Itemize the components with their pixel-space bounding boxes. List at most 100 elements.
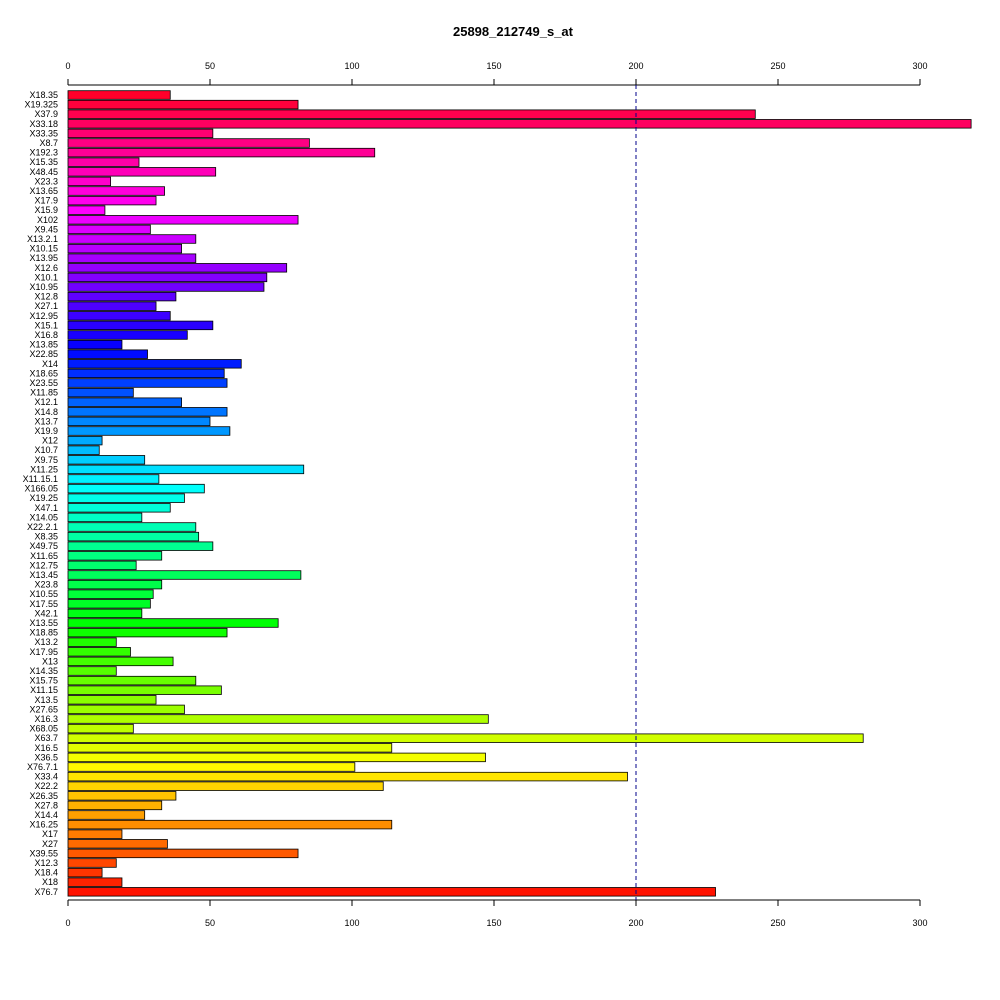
category-label: X11.15.1 [23,474,58,484]
bar-x17 [67,829,123,839]
bars-group [67,90,972,897]
category-label: X12.75 [29,560,58,570]
bar-x33-4 [67,771,628,782]
bar-x14-4 [67,810,146,820]
bar-x15-9 [67,205,106,215]
bar-x27-65 [67,704,185,715]
category-label: X22.2.1 [27,522,58,532]
category-label: X10.15 [29,244,58,254]
category-label: X10.1 [34,272,58,282]
category-label: X9.45 [34,224,58,234]
category-label: X26.35 [29,791,58,801]
bar-x19-25 [67,493,185,503]
bar-x18-4 [67,867,103,878]
category-label: X47.1 [34,503,58,513]
bar-x68-05 [67,723,134,734]
category-label: X10.95 [29,282,58,292]
category-label: X12.1 [34,397,58,407]
bar-x8-35 [67,531,200,542]
bar-x48-45 [67,167,217,177]
bottom-x-axis: 0 50 100 150 200 250 300 [65,899,928,928]
bar-x18-85 [67,627,228,638]
bar-x22-2-1 [67,522,197,532]
category-label: X18.65 [29,368,58,378]
category-label: X76.7 [34,887,58,897]
category-label: X14 [42,359,58,369]
bar-x13-95 [67,253,197,263]
category-label: X13.55 [29,618,58,628]
category-label: X16.8 [34,330,58,340]
bar-x166-05 [67,483,205,494]
category-label: X18 [42,877,58,887]
bar-x15-1 [67,320,214,331]
bar-x22-2 [67,781,384,791]
category-label: X68.05 [29,724,58,734]
bottom-axis-tick-label: 0 [65,918,70,928]
category-label: X19.25 [29,493,58,503]
category-label: X22.2 [34,781,58,791]
category-label: X12.3 [34,858,58,868]
bar-x13-7 [67,416,211,427]
bar-x16-5 [67,743,393,753]
category-label: X10.7 [34,445,58,455]
category-label: X192.3 [29,148,58,158]
category-label: X102 [37,215,58,225]
bottom-axis-tick-label: 150 [486,918,501,928]
bar-x33-18 [67,119,972,129]
category-label: X42.1 [34,608,58,618]
category-label: X17.55 [29,599,58,609]
category-label: X15.75 [29,676,58,686]
category-label: X33.18 [29,119,58,129]
category-label: X63.7 [34,733,58,743]
category-label: X13.2 [34,637,58,647]
category-label: X17.95 [29,647,58,657]
category-label: X13.45 [29,570,58,580]
category-label: X17 [42,829,58,839]
top-axis-tick-label: 300 [912,61,927,71]
bar-x16-3 [67,714,489,724]
bar-x23-8 [67,579,163,590]
bar-x13-45 [67,570,302,580]
category-label: X9.75 [34,455,58,465]
bar-x14-05 [67,512,143,523]
category-label: X27.8 [34,800,58,810]
bar-x12 [67,435,103,446]
bottom-axis-tick-label: 250 [770,918,785,928]
bar-x12-1 [67,397,182,407]
category-label: X16.5 [34,743,58,753]
bar-x39-55 [67,848,299,859]
bar-x33-35 [67,128,214,139]
category-label: X16.25 [29,820,58,830]
bar-x13-2 [67,637,117,647]
bar-x17-95 [67,647,131,657]
top-axis-tick-label: 250 [770,61,785,71]
bar-x23-3 [67,176,111,187]
bar-x14 [67,359,242,369]
top-axis-tick-label: 50 [205,61,215,71]
bar-x12-75 [67,560,137,571]
bar-x76-7 [67,887,716,897]
category-label: X27.1 [34,301,58,311]
bar-x12-3 [67,858,117,868]
category-label: X8.35 [34,532,58,542]
bar-x13-2-1 [67,234,197,244]
top-axis-tick-label: 150 [486,61,501,71]
bar-x27 [67,839,168,849]
bar-x42-1 [67,608,143,619]
category-label: X33.35 [29,128,58,138]
bar-x12-95 [67,311,171,321]
bar-x16-8 [67,330,188,340]
bar-x19-9 [67,426,231,436]
bottom-axis-tick-label: 100 [344,918,359,928]
bar-x63-7 [67,733,864,743]
category-label: X14.4 [34,810,58,820]
bar-x17-55 [67,599,151,609]
category-label: X10.55 [29,589,58,599]
bottom-axis-tick-label: 200 [628,918,643,928]
category-label: X18.35 [29,90,58,100]
category-label: X166.05 [24,484,58,494]
bar-x10-1 [67,272,268,283]
bar-x102 [67,215,299,225]
bar-x19-325 [67,99,299,110]
